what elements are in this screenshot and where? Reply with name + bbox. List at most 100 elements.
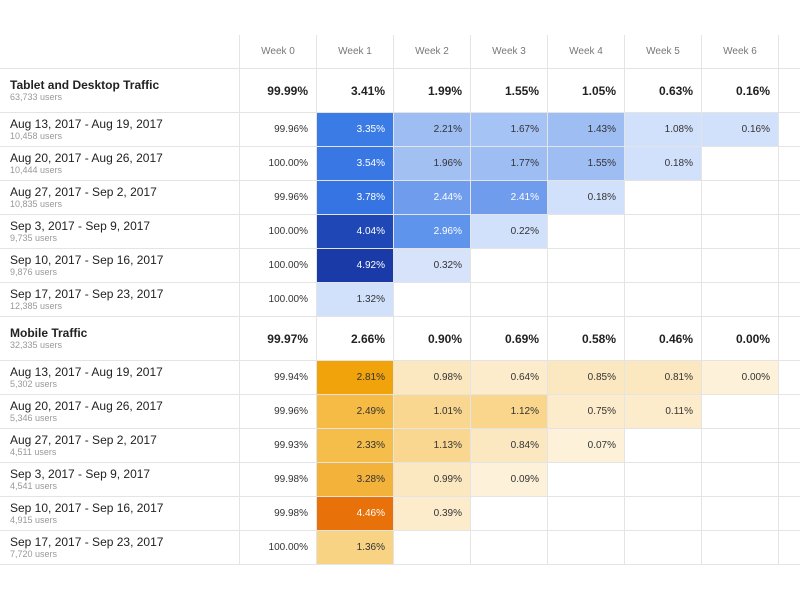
group-total: 99.99% [240, 69, 317, 113]
cohort-users: 4,511 users [10, 447, 57, 457]
cohort-label: Aug 20, 2017 - Aug 26, 2017 10,444 users [0, 147, 240, 181]
retention-cell: 0.84% [471, 429, 548, 463]
retention-cell: 0.00% [702, 361, 779, 395]
retention-cell: 0.22% [471, 215, 548, 249]
retention-cell: 4.46% [317, 497, 394, 531]
empty-cell [702, 249, 779, 283]
empty-cell [625, 463, 702, 497]
empty-cell [779, 317, 800, 361]
group-total: 0.90% [394, 317, 471, 361]
empty-cell [548, 215, 625, 249]
retention-cell: 1.12% [471, 395, 548, 429]
empty-cell [394, 283, 471, 317]
retention-cell: 0.75% [548, 395, 625, 429]
retention-cell: 0.18% [548, 181, 625, 215]
retention-cell: 0.07% [548, 429, 625, 463]
empty-cell [702, 215, 779, 249]
retention-cell: 1.36% [317, 531, 394, 565]
empty-cell [702, 497, 779, 531]
retention-cell: 99.98% [240, 463, 317, 497]
empty-cell [779, 249, 800, 283]
empty-cell [779, 361, 800, 395]
cohort-label: Sep 3, 2017 - Sep 9, 2017 9,735 users [0, 215, 240, 249]
group-total: 0.46% [625, 317, 702, 361]
empty-cell [471, 531, 548, 565]
empty-cell [548, 531, 625, 565]
group-label: Mobile Traffic 32,335 users [0, 317, 240, 361]
group-total: 1.55% [471, 69, 548, 113]
retention-cell: 3.35% [317, 113, 394, 147]
group-total: 0.16% [702, 69, 779, 113]
cohort-range: Aug 27, 2017 - Sep 2, 2017 [10, 433, 157, 447]
retention-cell: 1.13% [394, 429, 471, 463]
empty-cell [779, 497, 800, 531]
cohort-range: Sep 3, 2017 - Sep 9, 2017 [10, 219, 151, 233]
group-label: Tablet and Desktop Traffic 63,733 users [0, 69, 240, 113]
retention-cell: 0.09% [471, 463, 548, 497]
empty-cell [625, 249, 702, 283]
retention-cell: 2.49% [317, 395, 394, 429]
empty-cell [779, 181, 800, 215]
retention-cell: 3.54% [317, 147, 394, 181]
column-header: Week 0 [240, 35, 317, 69]
retention-cell: 99.93% [240, 429, 317, 463]
retention-cell: 4.92% [317, 249, 394, 283]
retention-cell: 0.81% [625, 361, 702, 395]
group-total: 0.69% [471, 317, 548, 361]
empty-cell [625, 497, 702, 531]
group-total: 1.99% [394, 69, 471, 113]
empty-cell [625, 429, 702, 463]
empty-cell [625, 283, 702, 317]
retention-cell: 1.43% [548, 113, 625, 147]
retention-cell: 100.00% [240, 249, 317, 283]
cohort-label: Sep 10, 2017 - Sep 16, 2017 9,876 users [0, 249, 240, 283]
column-header: Week 1 [317, 35, 394, 69]
cohort-users: 4,915 users [10, 515, 58, 525]
cohort-range: Sep 10, 2017 - Sep 16, 2017 [10, 501, 164, 515]
cohort-range: Aug 13, 2017 - Aug 19, 2017 [10, 365, 163, 379]
group-total: 3.41% [317, 69, 394, 113]
retention-cell: 0.98% [394, 361, 471, 395]
retention-cell: 99.96% [240, 181, 317, 215]
empty-cell [625, 181, 702, 215]
cohort-users: 5,346 users [10, 413, 58, 423]
empty-cell [779, 215, 800, 249]
empty-cell [702, 429, 779, 463]
cohort-users: 10,444 users [10, 165, 63, 175]
empty-cell [779, 531, 800, 565]
cohort-table: Week 0 Week 1 Week 2 Week 3 Week 4 Week 5 Week… [0, 35, 800, 565]
empty-cell [702, 531, 779, 565]
cohort-range: Sep 10, 2017 - Sep 16, 2017 [10, 253, 164, 267]
retention-cell: 1.77% [471, 147, 548, 181]
empty-cell [471, 283, 548, 317]
empty-cell [702, 181, 779, 215]
column-header: Week 4 [548, 35, 625, 69]
retention-cell: 1.55% [548, 147, 625, 181]
empty-cell [548, 283, 625, 317]
empty-cell [779, 147, 800, 181]
cohort-range: Sep 3, 2017 - Sep 9, 2017 [10, 467, 151, 481]
retention-cell: 0.16% [702, 113, 779, 147]
cohort-range: Aug 27, 2017 - Sep 2, 2017 [10, 185, 157, 199]
retention-cell: 1.96% [394, 147, 471, 181]
column-header: Week 6 [702, 35, 779, 69]
cohort-users: 10,835 users [10, 199, 63, 209]
retention-cell: 0.39% [394, 497, 471, 531]
empty-cell [779, 395, 800, 429]
retention-cell: 2.21% [394, 113, 471, 147]
cohort-label: Sep 17, 2017 - Sep 23, 2017 7,720 users [0, 531, 240, 565]
header-cell [0, 35, 240, 69]
column-header: Week 5 [625, 35, 702, 69]
group-total: 2.66% [317, 317, 394, 361]
empty-cell [779, 463, 800, 497]
header-cell [779, 35, 800, 69]
empty-cell [548, 463, 625, 497]
retention-cell: 2.33% [317, 429, 394, 463]
retention-cell: 2.96% [394, 215, 471, 249]
empty-cell [702, 395, 779, 429]
cohort-label: Aug 27, 2017 - Sep 2, 2017 4,511 users [0, 429, 240, 463]
cohort-users: 7,720 users [10, 549, 58, 559]
group-total: 0.00% [702, 317, 779, 361]
cohort-range: Aug 20, 2017 - Aug 26, 2017 [10, 399, 163, 413]
empty-cell [394, 531, 471, 565]
